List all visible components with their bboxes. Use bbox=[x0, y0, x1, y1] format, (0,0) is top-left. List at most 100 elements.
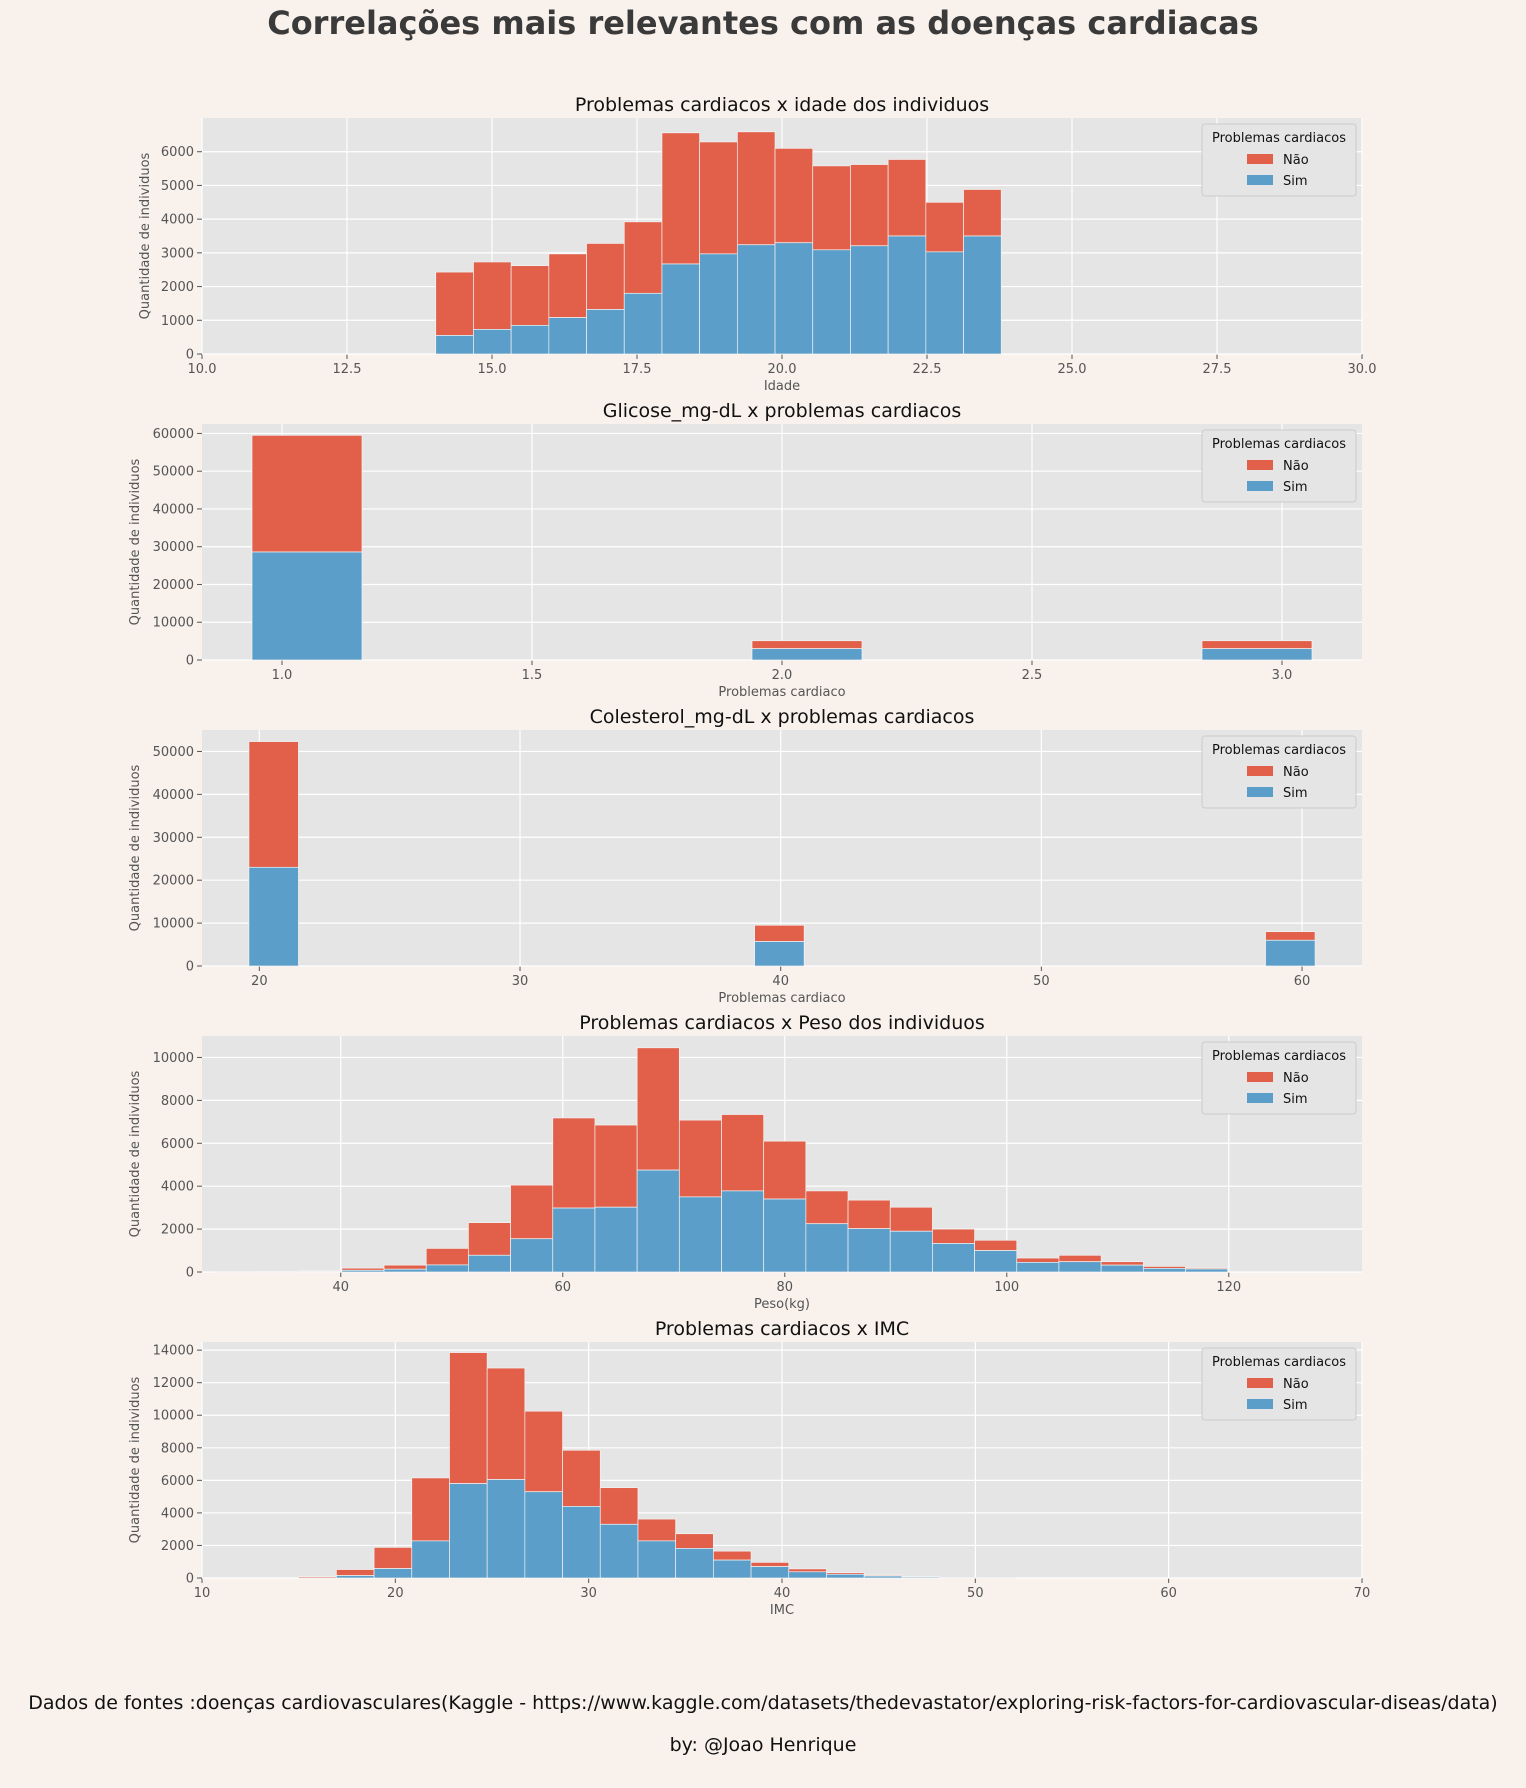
bar-nao bbox=[1100, 1261, 1144, 1266]
bar-sim bbox=[548, 317, 587, 355]
x-tick-label: 40 bbox=[772, 974, 789, 989]
bar-sim bbox=[805, 1223, 849, 1273]
bar-sim bbox=[251, 551, 363, 661]
bar-nao bbox=[623, 221, 663, 294]
y-tick-label: 0 bbox=[186, 1266, 194, 1281]
legend-label-sim: Sim bbox=[1283, 174, 1308, 189]
bar-sim bbox=[754, 941, 805, 967]
bar-sim bbox=[486, 1479, 526, 1579]
bar-nao bbox=[850, 164, 889, 247]
bar-nao bbox=[805, 1190, 849, 1225]
y-tick-label: 10000 bbox=[153, 1051, 194, 1066]
x-tick-label: 22.5 bbox=[913, 362, 942, 377]
y-tick-label: 3000 bbox=[161, 246, 194, 261]
bar-sim bbox=[435, 335, 474, 355]
bar-nao bbox=[468, 1222, 511, 1256]
bar-nao bbox=[736, 131, 776, 246]
x-tick-label: 40 bbox=[774, 1586, 791, 1601]
bar-nao bbox=[974, 1239, 1018, 1251]
bar-sim bbox=[863, 1575, 903, 1579]
bar-nao bbox=[754, 924, 805, 942]
x-tick-label: 120 bbox=[1216, 1280, 1241, 1295]
y-tick-label: 10000 bbox=[153, 1409, 194, 1424]
y-tick-label: 60000 bbox=[153, 427, 194, 442]
bar-nao bbox=[548, 253, 587, 318]
bar-nao bbox=[486, 1367, 526, 1480]
x-tick-label: 10 bbox=[194, 1586, 211, 1601]
y-axis-label: Quantidade de individuos bbox=[128, 1376, 143, 1543]
bar-sim bbox=[721, 1190, 765, 1273]
bar-sim bbox=[675, 1548, 714, 1579]
bar-sim bbox=[678, 1196, 722, 1273]
y-tick-label: 5000 bbox=[161, 179, 194, 194]
legend-swatch-sim bbox=[1247, 1093, 1273, 1103]
bar-nao bbox=[552, 1117, 596, 1209]
bar-sim bbox=[341, 1269, 385, 1273]
y-tick-label: 1000 bbox=[161, 314, 194, 329]
x-tick-label: 80 bbox=[777, 1280, 794, 1295]
bar-nao bbox=[932, 1228, 975, 1244]
bar-sim bbox=[763, 1198, 807, 1273]
x-tick-label: 40 bbox=[332, 1280, 349, 1295]
bar-sim bbox=[847, 1228, 891, 1273]
bar-sim bbox=[1100, 1264, 1144, 1273]
bar-sim bbox=[552, 1207, 596, 1273]
y-tick-label: 20000 bbox=[153, 578, 194, 593]
legend-title: Problemas cardiacos bbox=[1212, 1049, 1346, 1064]
bar-sim bbox=[1016, 1261, 1060, 1273]
y-tick-label: 12000 bbox=[153, 1376, 194, 1391]
bar-sim bbox=[850, 245, 889, 355]
x-tick-label: 30 bbox=[580, 1586, 597, 1601]
chart-title: Glicose_mg-dL x problemas cardiacos bbox=[603, 400, 962, 422]
legend-box bbox=[1201, 735, 1357, 809]
bar-sim bbox=[932, 1243, 975, 1273]
bar-nao bbox=[336, 1569, 375, 1576]
legend-label-nao: Não bbox=[1283, 1377, 1309, 1392]
chart-2: 1.0 1.5 2.0 2.5 3.0 0 10000 20000 30000 40000 5000… bbox=[128, 400, 1362, 700]
bar-sim bbox=[586, 309, 625, 355]
legend-title: Problemas cardiacos bbox=[1212, 437, 1346, 452]
y-tick-label: 2000 bbox=[161, 1539, 194, 1554]
x-axis-label: Problemas cardiaco bbox=[718, 991, 845, 1006]
y-axis-label: Quantidade de individuos bbox=[128, 458, 143, 625]
legend-label-sim: Sim bbox=[1283, 480, 1308, 495]
bar-nao bbox=[599, 1487, 639, 1525]
legend-swatch-sim bbox=[1247, 481, 1273, 491]
bar-sim bbox=[562, 1506, 601, 1579]
bar-nao bbox=[510, 1184, 554, 1240]
bar-nao bbox=[788, 1568, 827, 1573]
y-tick-label: 4000 bbox=[161, 1506, 194, 1521]
x-tick-label: 30 bbox=[512, 974, 529, 989]
y-tick-label: 0 bbox=[186, 960, 194, 975]
x-tick-label: 60 bbox=[1160, 1586, 1177, 1601]
bar-nao bbox=[425, 1248, 469, 1266]
bar-nao bbox=[248, 741, 299, 868]
y-axis-label: Quantidade de individuos bbox=[128, 764, 143, 931]
bar-sim bbox=[510, 324, 550, 355]
bar-nao bbox=[774, 147, 814, 244]
chart-title: Problemas cardiacos x Peso dos individuo… bbox=[579, 1012, 985, 1034]
y-tick-label: 6000 bbox=[161, 145, 194, 160]
bar-nao bbox=[699, 141, 738, 255]
x-axis-label: Idade bbox=[764, 379, 800, 394]
y-tick-label: 6000 bbox=[161, 1474, 194, 1489]
chart-5: 10 20 30 40 50 60 70 0 2000 4000 6000 8000 10000 1200… bbox=[128, 1318, 1370, 1618]
bar-sim bbox=[449, 1483, 488, 1579]
bar-sim bbox=[336, 1575, 375, 1579]
y-tick-label: 50000 bbox=[153, 465, 194, 480]
x-axis-label: Problemas cardiaco bbox=[718, 685, 845, 700]
bar-nao bbox=[411, 1477, 450, 1542]
bar-nao bbox=[449, 1352, 488, 1484]
bar-nao bbox=[1201, 640, 1313, 650]
bar-nao bbox=[963, 189, 1002, 237]
bar-sim bbox=[599, 1523, 639, 1579]
bar-nao bbox=[562, 1449, 601, 1507]
bar-sim bbox=[473, 329, 512, 355]
bar-nao bbox=[586, 243, 625, 310]
bar-nao bbox=[637, 1518, 677, 1542]
y-tick-label: 0 bbox=[186, 1572, 194, 1587]
bar-nao bbox=[251, 434, 363, 553]
bar-sim bbox=[468, 1254, 511, 1273]
legend-title: Problemas cardiacos bbox=[1212, 131, 1346, 146]
bar-sim bbox=[812, 249, 851, 355]
